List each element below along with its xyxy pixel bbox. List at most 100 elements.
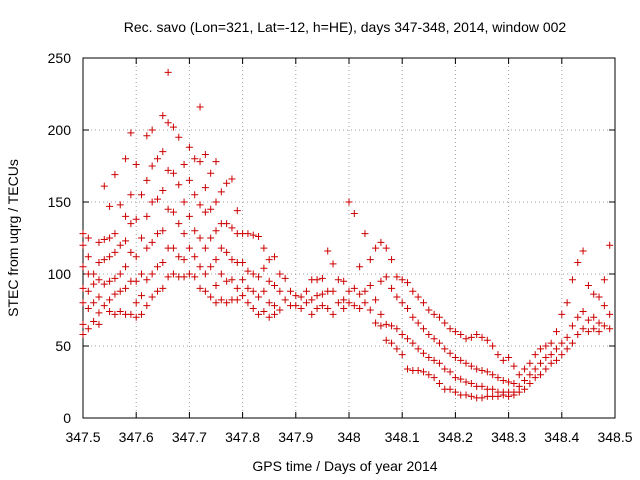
data-point bbox=[233, 296, 241, 304]
data-point bbox=[111, 290, 119, 298]
data-point bbox=[148, 238, 156, 246]
data-point bbox=[467, 379, 475, 387]
data-point bbox=[446, 368, 454, 376]
data-point bbox=[372, 296, 380, 304]
data-point bbox=[521, 365, 529, 373]
data-point bbox=[159, 186, 167, 194]
data-point bbox=[398, 330, 406, 338]
data-point bbox=[228, 224, 236, 232]
data-point bbox=[111, 230, 119, 238]
data-point bbox=[153, 263, 161, 271]
data-point bbox=[345, 299, 353, 307]
data-point bbox=[372, 319, 380, 327]
data-point bbox=[334, 299, 342, 307]
data-point bbox=[159, 112, 167, 120]
data-point bbox=[90, 270, 98, 278]
data-point bbox=[467, 362, 475, 370]
data-point bbox=[366, 306, 374, 314]
data-point bbox=[164, 205, 172, 213]
data-point bbox=[164, 68, 172, 76]
data-point bbox=[388, 322, 396, 330]
data-point bbox=[483, 368, 491, 376]
data-point bbox=[79, 230, 87, 238]
data-point bbox=[106, 253, 114, 261]
data-point bbox=[255, 273, 263, 281]
data-point bbox=[547, 339, 555, 347]
data-point bbox=[600, 276, 608, 284]
x-tick-label: 348 bbox=[337, 429, 361, 445]
y-tick-label: 100 bbox=[48, 266, 72, 282]
data-point bbox=[116, 307, 124, 315]
data-point bbox=[435, 339, 443, 347]
data-point bbox=[148, 270, 156, 278]
data-point bbox=[324, 305, 332, 313]
data-point bbox=[180, 230, 188, 238]
data-point bbox=[148, 162, 156, 170]
data-point bbox=[568, 322, 576, 330]
data-point bbox=[430, 310, 438, 318]
data-point bbox=[552, 356, 560, 364]
data-point bbox=[494, 374, 502, 382]
y-tick-label: 0 bbox=[63, 410, 71, 426]
data-point bbox=[212, 227, 220, 235]
data-point bbox=[185, 212, 193, 220]
data-point bbox=[521, 385, 529, 393]
data-points bbox=[79, 68, 614, 402]
data-point bbox=[127, 129, 135, 137]
data-point bbox=[318, 274, 326, 282]
data-point bbox=[191, 273, 199, 281]
x-tick-label: 347.6 bbox=[119, 429, 154, 445]
data-point bbox=[271, 302, 279, 310]
data-point bbox=[201, 150, 209, 158]
data-point bbox=[345, 287, 353, 295]
data-point bbox=[441, 365, 449, 373]
data-point bbox=[308, 296, 316, 304]
data-point bbox=[212, 256, 220, 264]
data-point bbox=[265, 299, 273, 307]
data-point bbox=[340, 305, 348, 313]
data-point bbox=[148, 126, 156, 134]
data-point bbox=[84, 305, 92, 313]
data-point bbox=[223, 277, 231, 285]
data-point bbox=[398, 276, 406, 284]
data-point bbox=[127, 310, 135, 318]
data-point bbox=[297, 293, 305, 301]
data-point bbox=[122, 155, 130, 163]
data-point bbox=[542, 342, 550, 350]
data-point bbox=[595, 293, 603, 301]
data-point bbox=[584, 316, 592, 324]
data-point bbox=[329, 260, 337, 268]
data-point bbox=[116, 201, 124, 209]
data-point bbox=[276, 270, 284, 278]
data-point bbox=[201, 244, 209, 252]
data-point bbox=[95, 320, 103, 328]
y-tick-label: 200 bbox=[48, 122, 72, 138]
data-point bbox=[239, 276, 247, 284]
data-point bbox=[388, 256, 396, 264]
data-point bbox=[106, 296, 114, 304]
data-point bbox=[425, 306, 433, 314]
data-point bbox=[542, 365, 550, 373]
data-point bbox=[404, 305, 412, 313]
data-point bbox=[574, 258, 582, 266]
data-point bbox=[478, 333, 486, 341]
data-point bbox=[313, 292, 321, 300]
x-tick-label: 348.4 bbox=[544, 429, 579, 445]
data-point bbox=[239, 258, 247, 266]
data-point bbox=[138, 191, 146, 199]
data-point bbox=[207, 293, 215, 301]
data-point bbox=[568, 276, 576, 284]
data-point bbox=[356, 290, 364, 298]
data-point bbox=[228, 175, 236, 183]
data-point bbox=[159, 258, 167, 266]
data-point bbox=[366, 282, 374, 290]
data-point bbox=[164, 273, 172, 281]
data-point bbox=[377, 310, 385, 318]
data-point bbox=[132, 215, 140, 223]
data-point bbox=[239, 292, 247, 300]
data-point bbox=[164, 119, 172, 127]
data-point bbox=[579, 247, 587, 255]
data-point bbox=[457, 356, 465, 364]
data-point bbox=[90, 280, 98, 288]
data-point bbox=[196, 263, 204, 271]
